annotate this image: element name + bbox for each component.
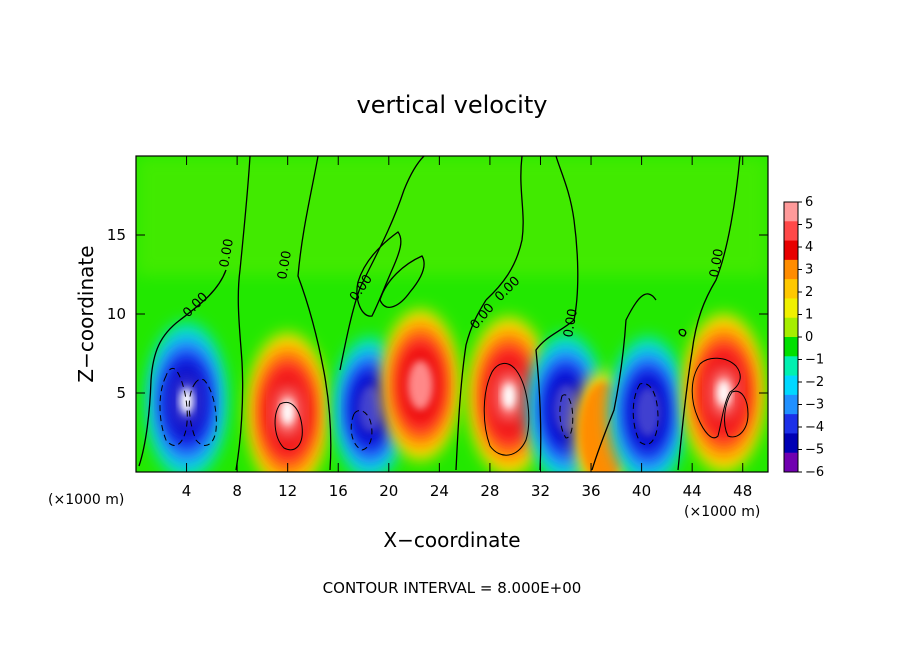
contour-line-4: [339, 156, 425, 371]
colorbar-swatch-2: [784, 240, 798, 261]
core-outline-4: [350, 410, 373, 451]
core-outline-6: [559, 394, 574, 439]
velocity-core-8: [683, 314, 765, 472]
colorbar-swatch-3: [784, 259, 798, 280]
velocity-core-4-level-5: [502, 382, 516, 410]
colorbar-swatch-12: [784, 433, 798, 454]
velocity-core-7-level-4: [635, 386, 661, 438]
colorbar-label-9: −3: [805, 398, 824, 413]
x-unit-right: (×1000 m): [684, 504, 760, 520]
x-tick-label-9: 40: [632, 482, 651, 500]
contour-line-12: [678, 328, 687, 337]
velocity-core-2-level-4: [357, 384, 382, 433]
colorbar-label-6: 0: [805, 330, 813, 345]
colorbar-swatch-7: [784, 337, 798, 357]
colorbar: 6 5 4 3 2 1 0 −1 −2 −3 −4 −5 −6: [783, 195, 824, 480]
contour-label-8: 0.00: [217, 238, 237, 269]
x-tick-label-6: 28: [480, 482, 499, 500]
colorbar-swatch-5: [784, 298, 798, 319]
y-tick-label-1: 10: [107, 305, 126, 323]
velocity-core-3: [382, 309, 459, 461]
y-axis-title: Z−coordinate: [74, 245, 98, 382]
colorbar-swatch-6: [784, 317, 798, 338]
x-tick-label-1: 8: [232, 482, 242, 500]
contour-line-8: [591, 293, 657, 471]
velocity-core-7: [609, 336, 687, 472]
colorbar-swatch-9: [784, 375, 798, 396]
velocity-field: 0.00 0.00 0.00 0.00 0.00 0.00 0.00 0.00: [136, 156, 768, 472]
y-tick-label-0: 5: [116, 384, 126, 402]
colorbar-swatch-1: [784, 221, 798, 242]
contour-line-7: [535, 156, 579, 471]
contour-line-1: [138, 269, 227, 467]
colorbar-label-4: 2: [805, 285, 813, 300]
core-outline-2: [188, 378, 217, 446]
colorbar-swatch-0: [784, 202, 798, 222]
colorbar-label-3: 3: [805, 263, 813, 278]
contour-label-2: 0.00: [275, 250, 295, 281]
x-tick-label-11: 48: [733, 482, 752, 500]
contour-label-7: 0.00: [707, 248, 727, 279]
colorbar-swatch-13: [784, 452, 798, 473]
x-axis-title: X−coordinate: [383, 528, 520, 552]
colorbar-swatch-10: [784, 394, 798, 415]
x-tick-label-5: 24: [430, 482, 449, 500]
colorbar-label-8: −2: [805, 375, 824, 390]
contour-label-6: 0.00: [561, 308, 581, 339]
colorbar-label-0: 6: [805, 195, 813, 210]
velocity-core-8-level-5: [717, 379, 731, 407]
x-tick-label-3: 16: [329, 482, 348, 500]
core-outline-8: [691, 357, 741, 439]
x-tick-label-4: 20: [379, 482, 398, 500]
colorbar-label-7: −1: [805, 353, 824, 368]
contour-line-6: [485, 156, 524, 301]
colorbar-label-5: 1: [805, 308, 813, 323]
x-axis: 4 8 12 16 20 24 28 32 36 40 44 48: [182, 156, 752, 500]
y-tick-label-2: 15: [107, 226, 126, 244]
contour-line-11: [379, 255, 425, 308]
core-outline-9: [724, 390, 749, 438]
y-axis: 5 10 15: [107, 226, 768, 402]
contour-line-9: [677, 156, 741, 471]
x-tick-label-7: 32: [531, 482, 550, 500]
chart-title: vertical velocity: [357, 91, 548, 119]
contour-line-2: [235, 156, 251, 471]
core-outline-7: [632, 382, 659, 445]
colorbar-label-2: 4: [805, 240, 813, 255]
velocity-core-4: [468, 317, 550, 472]
contour-lines: [138, 156, 741, 471]
contour-line-3: [297, 156, 332, 471]
x-tick-label-8: 36: [581, 482, 600, 500]
colorbar-swatch-8: [784, 356, 798, 377]
colorbar-label-11: −5: [805, 443, 824, 458]
colorbar-swatch-4: [784, 279, 798, 299]
core-outline-5: [483, 363, 530, 456]
colorbar-swatch-11: [784, 414, 798, 434]
x-tick-label-10: 44: [683, 482, 702, 500]
x-tick-label-2: 12: [278, 482, 297, 500]
contour-line-5: [455, 299, 487, 471]
colorbar-label-1: 5: [805, 218, 813, 233]
core-outline-3: [274, 402, 303, 451]
velocity-core-3-level-4: [407, 359, 434, 411]
velocity-core-1-level-5: [280, 398, 295, 426]
core-outline-1: [159, 367, 188, 446]
velocity-core-5-level-4: [553, 383, 579, 434]
x-tick-label-0: 4: [182, 482, 192, 500]
colorbar-label-10: −4: [805, 420, 824, 435]
contour-line-10: [356, 231, 402, 317]
contour-interval-note: CONTOUR INTERVAL = 8.000E+00: [323, 579, 582, 597]
core-outlines: [159, 357, 749, 456]
colorbar-label-12: −6: [805, 465, 824, 480]
x-unit-left: (×1000 m): [48, 492, 124, 508]
